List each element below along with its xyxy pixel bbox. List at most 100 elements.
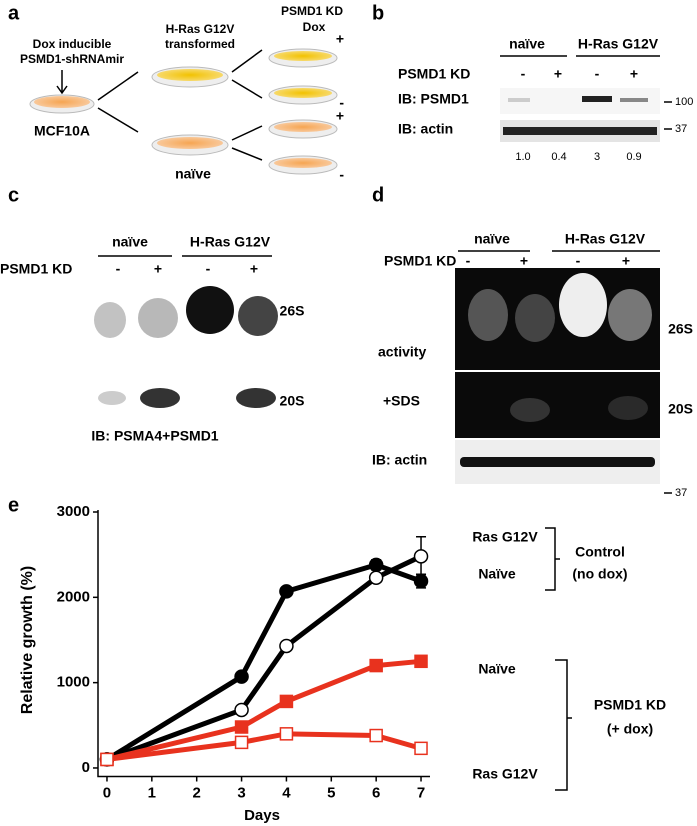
sign: - — [466, 253, 471, 269]
quantification: 0.4 — [551, 151, 566, 163]
sign: + — [520, 253, 528, 269]
x-tick-label: 7 — [417, 784, 425, 801]
treatment: PSMD1 KD — [281, 4, 343, 18]
band-label: 26S — [280, 303, 305, 319]
band — [468, 289, 508, 341]
dish — [157, 137, 223, 149]
panel-d: d naïve H-Ras G12V PSMD1 KD - + - + 26S … — [372, 184, 693, 499]
row-label: activity — [378, 344, 426, 360]
y-tick-label: 1000 — [57, 674, 90, 691]
band-label: 20S — [280, 393, 305, 409]
dish — [274, 88, 332, 98]
marker — [234, 702, 249, 718]
band — [94, 302, 126, 338]
band — [515, 294, 555, 342]
y-tick-label: 2000 — [57, 588, 90, 605]
x-tick-label: 2 — [193, 784, 201, 801]
x-tick-label: 3 — [237, 784, 245, 801]
bracket — [545, 527, 560, 591]
annotation: PSMD1 KD — [594, 697, 666, 713]
size-marker: 37 — [675, 123, 687, 135]
panel-label: b — [372, 2, 384, 24]
arrow — [97, 71, 139, 133]
sign: - — [116, 261, 121, 277]
sign: + — [154, 261, 162, 277]
marker — [234, 720, 249, 734]
cell-line: MCF10A — [34, 123, 90, 139]
x-tick-label: 5 — [327, 784, 335, 801]
band — [510, 398, 550, 422]
marker — [369, 658, 383, 673]
row-label: +SDS — [383, 393, 420, 409]
annotation: Ras G12V — [472, 766, 538, 782]
transformed: transformed — [165, 37, 235, 51]
annotation: Naïve — [478, 661, 516, 677]
marker — [413, 549, 429, 564]
x-tick-label: 4 — [282, 784, 291, 801]
quantification: 1.0 — [515, 151, 530, 163]
sign: + — [336, 108, 344, 124]
axis — [97, 510, 430, 778]
band — [186, 286, 234, 334]
dish — [274, 158, 332, 168]
row-label: PSMD1 KD — [0, 261, 72, 277]
marker — [100, 752, 114, 767]
panel-b: b naïve H-Ras G12V PSMD1 KD - + - + IB: … — [372, 2, 693, 163]
y-tick-label: 0 — [82, 759, 90, 776]
dish — [34, 96, 90, 108]
x-tick-label: 0 — [103, 784, 111, 801]
marker — [279, 638, 294, 654]
blot — [94, 286, 278, 408]
sign: + — [630, 66, 638, 82]
bracket — [555, 659, 572, 791]
x-tick-label: 6 — [372, 784, 380, 801]
y-tick-label: 3000 — [57, 503, 90, 520]
band — [238, 296, 278, 336]
naive: naïve — [175, 166, 211, 182]
panel-label: e — [8, 494, 19, 516]
group: naïve — [112, 234, 148, 250]
marker — [234, 735, 249, 750]
band — [138, 298, 178, 338]
annotation: (no dox) — [572, 566, 627, 582]
panel-a: a Dox inducible PSMD1-shRNAmir MCF10A H-… — [8, 2, 344, 182]
inducer: PSMD1-shRNAmir — [20, 52, 124, 66]
band — [236, 388, 276, 408]
group: naïve — [509, 36, 545, 52]
row-label: PSMD1 KD — [384, 253, 456, 269]
sign: + — [336, 31, 344, 47]
x-tick-label: 1 — [148, 784, 156, 801]
band — [559, 273, 607, 337]
marker — [414, 654, 428, 669]
band — [582, 96, 612, 102]
annotation: Control — [575, 544, 625, 560]
y-axis-label: Relative growth (%) — [19, 566, 36, 714]
arrow — [231, 49, 263, 161]
panel-label: c — [8, 184, 19, 206]
panel-label: d — [372, 184, 384, 206]
marker — [234, 669, 249, 684]
dish — [157, 69, 223, 81]
band — [140, 388, 180, 408]
sign: - — [521, 66, 526, 82]
band — [460, 457, 655, 467]
sign: - — [339, 167, 344, 183]
sign: - — [576, 253, 581, 269]
treatment: Dox — [303, 20, 326, 34]
row-label: PSMD1 KD — [398, 66, 470, 82]
sign: - — [339, 95, 344, 111]
x-axis-label: Days — [244, 807, 280, 824]
sign: + — [622, 253, 630, 269]
quantification: 0.9 — [626, 151, 641, 163]
marker — [368, 557, 384, 573]
band — [503, 127, 657, 135]
dishes — [268, 48, 338, 175]
row-label: IB: actin — [372, 452, 427, 468]
arrow — [56, 70, 68, 95]
caption: IB: PSMA4+PSMD1 — [91, 428, 218, 444]
band — [508, 98, 530, 102]
group: naïve — [474, 231, 510, 247]
marker — [369, 728, 383, 743]
marker — [368, 570, 384, 585]
